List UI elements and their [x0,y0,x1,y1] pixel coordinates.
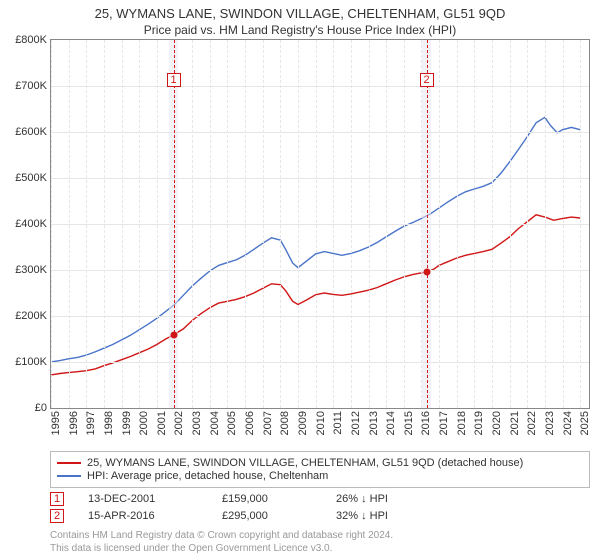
y-axis-label: £300K [15,264,47,276]
sale-marker-line [427,40,428,408]
sale-price: £295,000 [222,510,312,522]
y-axis-label: £200K [15,310,47,322]
x-axis-label: 2017 [438,411,450,435]
x-axis-label: 2020 [491,411,503,435]
x-axis-label: 2021 [509,411,521,435]
x-axis-label: 2014 [385,411,397,435]
x-axis-label: 2005 [226,411,238,435]
legend-item: 25, WYMANS LANE, SWINDON VILLAGE, CHELTE… [57,457,583,469]
x-axis-label: 2009 [297,411,309,435]
footer-line-2: This data is licensed under the Open Gov… [50,542,590,555]
sale-row: 2 15-APR-2016 £295,000 32% ↓ HPI [50,509,590,523]
x-axis-label: 2004 [209,411,221,435]
x-axis-label: 1998 [103,411,115,435]
chart-subtitle: Price paid vs. HM Land Registry's House … [0,23,600,37]
price-chart-container: 25, WYMANS LANE, SWINDON VILLAGE, CHELTE… [0,0,600,560]
x-axis: 1995 1996 1997 1998 1999 2000 2001 2002 2003 2004… [50,409,590,445]
x-axis-label: 2023 [544,411,556,435]
y-axis-label: £800K [15,34,47,46]
legend-item: HPI: Average price, detached house, Chel… [57,470,583,482]
legend-swatch [57,462,81,464]
x-axis-label: 2013 [368,411,380,435]
legend-swatch [57,475,81,477]
x-axis-label: 1997 [85,411,97,435]
x-axis-label: 2022 [526,411,538,435]
sale-point-dot [170,331,177,338]
plot-area: £0£100K£200K£300K£400K£500K£600K£700K£80… [50,39,590,409]
sale-marker-badge: 2 [420,73,434,87]
sale-marker-icon: 1 [50,492,64,506]
x-axis-label: 2016 [420,411,432,435]
x-axis-label: 2003 [191,411,203,435]
x-axis-label: 2008 [279,411,291,435]
x-axis-label: 2024 [562,411,574,435]
title-block: 25, WYMANS LANE, SWINDON VILLAGE, CHELTE… [0,0,600,39]
x-axis-label: 2011 [332,411,344,435]
sale-row: 1 13-DEC-2001 £159,000 26% ↓ HPI [50,492,590,506]
sales-table: 1 13-DEC-2001 £159,000 26% ↓ HPI 2 15-APR-201… [50,492,590,523]
x-axis-label: 2002 [173,411,185,435]
chart-title: 25, WYMANS LANE, SWINDON VILLAGE, CHELTE… [0,6,600,21]
sale-date: 13-DEC-2001 [88,493,198,505]
x-axis-label: 2010 [315,411,327,435]
x-axis-label: 1995 [50,411,62,435]
x-axis-label: 2025 [579,411,591,435]
sale-price: £159,000 [222,493,312,505]
sale-delta: 26% ↓ HPI [336,493,388,505]
y-axis-label: £500K [15,172,47,184]
legend-box: 25, WYMANS LANE, SWINDON VILLAGE, CHELTE… [50,451,590,488]
x-axis-label: 2018 [456,411,468,435]
x-axis-label: 2006 [244,411,256,435]
sale-marker-badge: 1 [167,73,181,87]
x-axis-label: 2001 [156,411,168,435]
x-axis-label: 2019 [473,411,485,435]
y-axis-label: £400K [15,218,47,230]
x-axis-label: 1999 [121,411,133,435]
x-axis-label: 2015 [403,411,415,435]
x-axis-label: 2000 [138,411,150,435]
y-axis-label: £700K [15,80,47,92]
x-axis-label: 2007 [262,411,274,435]
legend-label: HPI: Average price, detached house, Chel… [87,470,328,482]
footer-line-1: Contains HM Land Registry data © Crown c… [50,529,590,542]
x-axis-label: 1996 [68,411,80,435]
sale-delta: 32% ↓ HPI [336,510,388,522]
legend-label: 25, WYMANS LANE, SWINDON VILLAGE, CHELTE… [87,457,523,469]
sale-marker-line [174,40,175,408]
y-axis-label: £600K [15,126,47,138]
y-axis-label: £0 [35,402,47,414]
sale-date: 15-APR-2016 [88,510,198,522]
sale-marker-icon: 2 [50,509,64,523]
footer-attribution: Contains HM Land Registry data © Crown c… [50,529,590,555]
y-axis-label: £100K [15,356,47,368]
sale-point-dot [423,269,430,276]
x-axis-label: 2012 [350,411,362,435]
